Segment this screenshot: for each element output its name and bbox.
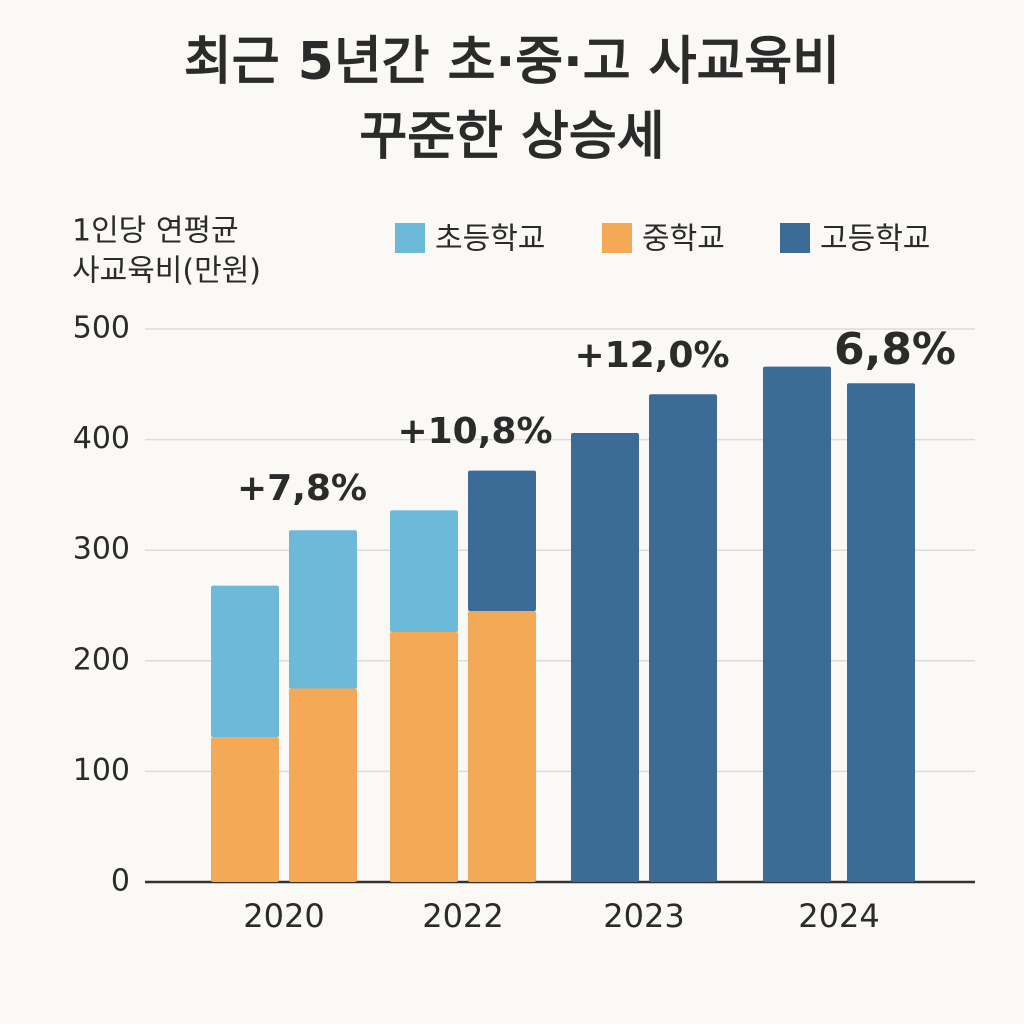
legend-label: 초등학교 — [435, 222, 545, 257]
annotation: +10,8% — [397, 411, 552, 452]
legend-swatch — [395, 223, 425, 253]
bar-segment — [390, 510, 458, 633]
y-tick-label: 100 — [73, 753, 130, 788]
bar-segment — [289, 530, 357, 689]
bar-segment — [847, 383, 915, 882]
bar-segment — [649, 394, 717, 882]
bar-segment — [390, 632, 458, 882]
legend-label: 중학교 — [642, 222, 725, 257]
chart-title: 꾸준한 상승세 — [359, 107, 664, 167]
bar-segment — [211, 585, 279, 738]
bar-segment — [211, 737, 279, 882]
y-tick-label: 300 — [73, 532, 130, 567]
bar-segment — [289, 688, 357, 882]
legend-swatch — [602, 223, 632, 253]
x-tick-label: 2022 — [422, 897, 503, 935]
x-tick-label: 2020 — [243, 897, 324, 935]
y-axis-label: 1인당 연평균 — [72, 214, 239, 249]
x-tick-label: 2023 — [603, 897, 684, 935]
y-tick-label: 0 — [111, 864, 130, 899]
bar-segment — [571, 432, 639, 882]
chart-title: 최근 5년간 초·중·고 사교육비 — [184, 32, 840, 92]
bar-segment — [468, 611, 536, 882]
bar-segment — [468, 470, 536, 612]
annotation: +7,8% — [237, 468, 367, 509]
annotation: 6,8% — [834, 324, 956, 375]
legend-label: 고등학교 — [820, 222, 930, 257]
bar-segment — [763, 366, 831, 882]
legend-swatch — [780, 223, 810, 253]
y-tick-label: 500 — [73, 311, 130, 346]
y-tick-label: 400 — [73, 421, 130, 456]
y-tick-label: 200 — [73, 642, 130, 677]
y-axis-label: 사교육비(만원) — [72, 254, 261, 289]
annotation: +12,0% — [574, 335, 729, 376]
x-tick-label: 2024 — [798, 897, 879, 935]
